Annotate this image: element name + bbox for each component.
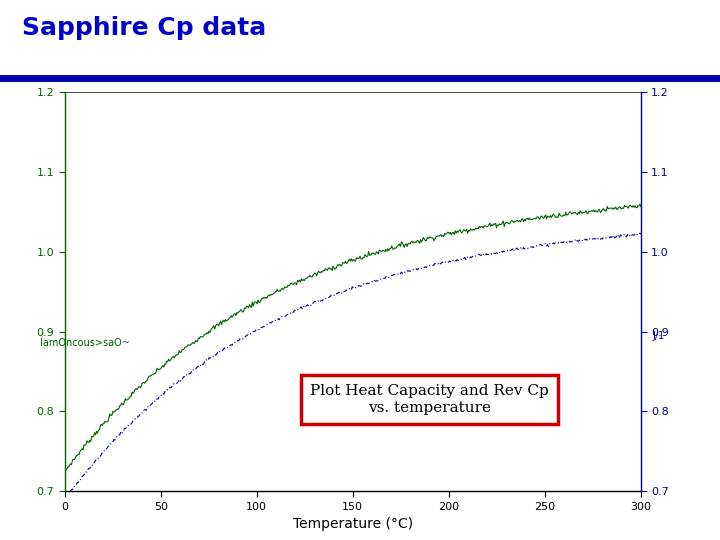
Text: Sapphire Cp data: Sapphire Cp data [22, 16, 266, 40]
Text: IamOncous>saO~: IamOncous>saO~ [40, 338, 130, 348]
X-axis label: Temperature (°C): Temperature (°C) [293, 517, 413, 531]
Text: Plot Heat Capacity and Rev Cp
vs. temperature: Plot Heat Capacity and Rev Cp vs. temper… [310, 384, 549, 415]
Text: J/1: J/1 [652, 330, 665, 341]
